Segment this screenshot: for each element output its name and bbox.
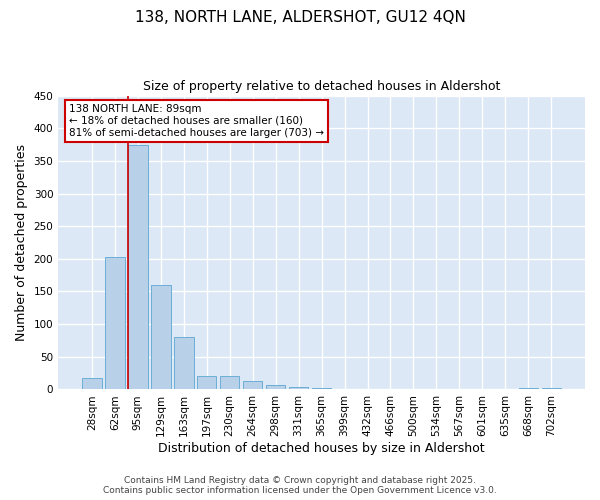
Text: Contains HM Land Registry data © Crown copyright and database right 2025.
Contai: Contains HM Land Registry data © Crown c… — [103, 476, 497, 495]
Bar — [266, 385, 286, 390]
Bar — [220, 376, 239, 390]
Bar — [289, 387, 308, 390]
Text: 138, NORTH LANE, ALDERSHOT, GU12 4QN: 138, NORTH LANE, ALDERSHOT, GU12 4QN — [134, 10, 466, 25]
Bar — [128, 144, 148, 390]
Text: 138 NORTH LANE: 89sqm
← 18% of detached houses are smaller (160)
81% of semi-det: 138 NORTH LANE: 89sqm ← 18% of detached … — [69, 104, 324, 138]
Bar — [174, 337, 194, 390]
Bar — [312, 388, 331, 390]
X-axis label: Distribution of detached houses by size in Aldershot: Distribution of detached houses by size … — [158, 442, 485, 455]
Bar — [542, 388, 561, 390]
Bar — [518, 388, 538, 390]
Bar — [197, 376, 217, 390]
Bar — [151, 285, 170, 390]
Bar — [105, 257, 125, 390]
Bar — [82, 378, 101, 390]
Title: Size of property relative to detached houses in Aldershot: Size of property relative to detached ho… — [143, 80, 500, 93]
Y-axis label: Number of detached properties: Number of detached properties — [15, 144, 28, 341]
Bar — [243, 381, 262, 390]
